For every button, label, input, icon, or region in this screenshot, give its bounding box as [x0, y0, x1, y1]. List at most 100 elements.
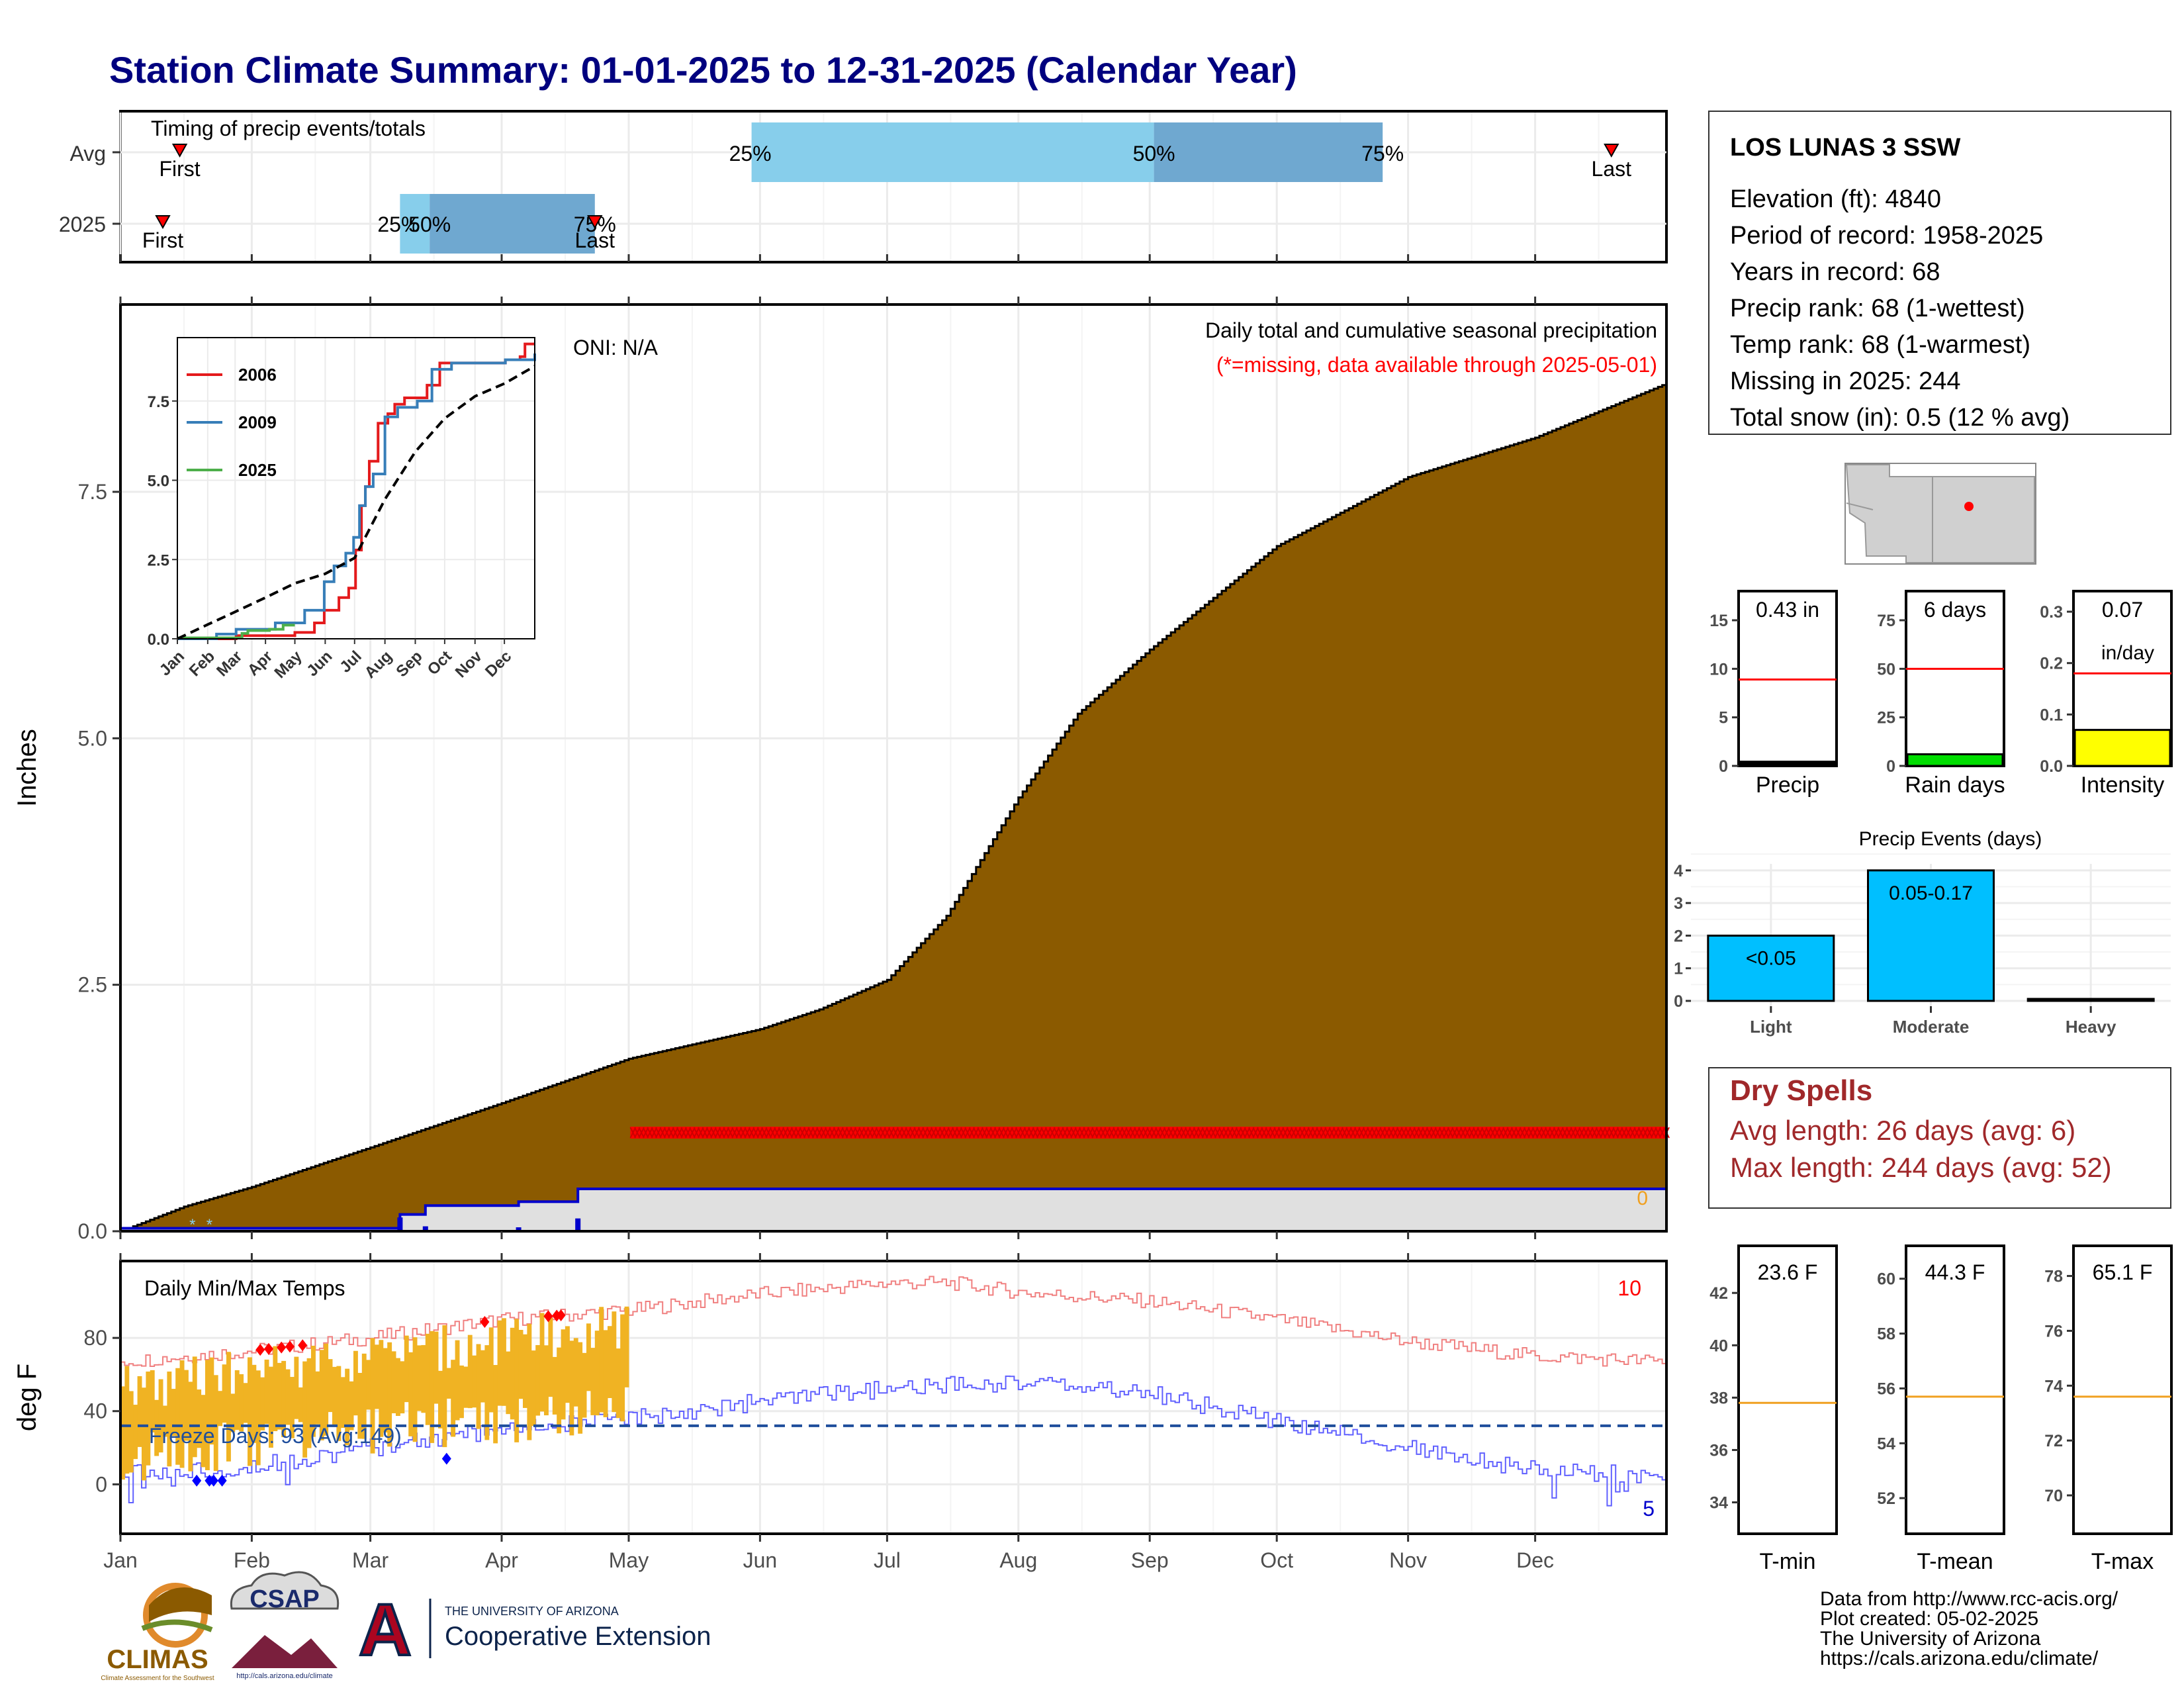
daily-temp-bar — [158, 1379, 163, 1453]
temp-boxes: 23.6 F 34 36 38 40 42 T-min 44.3 F 52 54 56 58 60 T-m… — [1709, 1244, 2173, 1574]
station-elevation: Elevation (ft): 4840 — [1730, 185, 1941, 213]
rain-days-y-tick-label: 50 — [1877, 660, 1895, 679]
precip-panel: * * 0.02.55.07.5 Inches ONI: N/A Daily to… — [13, 254, 1670, 1243]
tmean-box-y-tick-label: 58 — [1877, 1325, 1895, 1344]
events-y-tick-label: 3 — [1674, 894, 1683, 913]
timing-avg-last-marker — [1604, 144, 1619, 158]
daily-precip-bar — [397, 1217, 403, 1231]
daily-temp-bar — [620, 1314, 625, 1422]
daily-temp-bar — [548, 1318, 553, 1397]
daily-temp-bar — [179, 1360, 185, 1468]
tmean-box-y-tick-label: 54 — [1877, 1434, 1895, 1453]
daily-temp-bar — [430, 1331, 435, 1443]
timing-avg-first-label: First — [159, 157, 200, 181]
month-label-may: May — [609, 1548, 649, 1572]
record-high-marker — [277, 1341, 287, 1354]
daily-temp-bar — [184, 1370, 189, 1441]
daily-temp-bar — [421, 1344, 426, 1413]
page-title: Station Climate Summary: 01-01-2025 to 1… — [109, 49, 1297, 91]
daily-temp-bar — [294, 1356, 299, 1419]
rain-days-y-tick-label: 0 — [1886, 757, 1895, 776]
events-bar-moderate — [1867, 869, 1995, 1002]
inset-series-2009 — [177, 353, 536, 640]
inset-background — [177, 338, 535, 639]
station-location-marker — [1964, 502, 1974, 511]
daily-temp-bar — [171, 1389, 176, 1436]
daily-temp-bar — [163, 1405, 167, 1437]
precip-y-axis: 0.0 2.5 5.0 7.5 — [78, 254, 1537, 1243]
timing-panel: Timing of precip events/totals Avg 2025 … — [59, 110, 1668, 263]
csap-logo-cloud — [230, 1571, 340, 1610]
daily-precip-bar — [422, 1226, 428, 1231]
daily-temp-bar — [218, 1391, 223, 1427]
tmax-box-frame — [2072, 1244, 2173, 1535]
station-name: LOS LUNAS 3 SSW — [1730, 134, 1960, 162]
daily-temp-bar — [599, 1307, 604, 1413]
tmin-box-panel: 23.6 F 34 36 38 40 42 T-min — [1709, 1244, 1838, 1574]
climas-logo: CLIMAS Climate Assessment for the Southw… — [101, 1583, 214, 1682]
daily-temp-bar — [408, 1352, 414, 1436]
daily-temp-bar — [302, 1361, 308, 1458]
daily-temp-bar — [375, 1344, 379, 1409]
dry-spells-max: Max length: 244 days (avg: 52) — [1730, 1152, 2112, 1183]
tmean-box-y-tick-label: 60 — [1877, 1270, 1895, 1289]
tmin-box-y-tick-label: 38 — [1709, 1389, 1728, 1407]
daily-temp-bar — [573, 1338, 578, 1407]
daily-temp-bar — [146, 1371, 151, 1466]
daily-temp-bar — [264, 1359, 269, 1425]
tmax-box-y-tick-label: 72 — [2044, 1432, 2063, 1450]
timing-avg-q1-bar — [751, 122, 1154, 182]
intensity-y-tick-label: 0.2 — [2040, 655, 2063, 673]
events-y-tick-label: 4 — [1674, 862, 1683, 880]
daily-temp-bar — [594, 1331, 600, 1416]
csap-logo-text: CSAP — [250, 1585, 320, 1613]
daily-temp-bar — [260, 1377, 265, 1430]
dry-spells-title: Dry Spells — [1730, 1074, 1872, 1107]
temp-panel-frame — [119, 1260, 1668, 1535]
timing-avg-p25-label: 25% — [729, 142, 772, 165]
daily-temp-bar — [124, 1366, 130, 1474]
record-low-marker — [192, 1474, 202, 1487]
daily-temp-bar — [612, 1311, 617, 1413]
locator-map — [1844, 463, 2036, 565]
daily-temp-bar — [353, 1350, 358, 1416]
station-temp-rank: Temp rank: 68 (1-warmest) — [1730, 331, 2030, 359]
daily-temp-bar — [383, 1348, 388, 1433]
precip-plot: * * — [120, 383, 1670, 1234]
daily-temp-bar — [488, 1327, 494, 1413]
daily-temp-bar — [234, 1370, 240, 1430]
daily-temp-bar — [251, 1364, 257, 1443]
tmean-box-frame — [1905, 1244, 2005, 1535]
inset-legend-label-2006: 2006 — [238, 365, 277, 385]
events-bar-label-light: <0.05 — [1746, 947, 1796, 969]
events-category-moderate: Moderate — [1893, 1017, 1970, 1037]
temp-grid — [119, 1261, 1666, 1534]
inset-y-tick-label: 0.0 — [148, 631, 169, 649]
daily-temp-bar — [514, 1319, 520, 1442]
month-label-jul: Jul — [874, 1548, 901, 1572]
daily-temp-bar — [209, 1357, 214, 1445]
avg-cumulative-area — [120, 383, 1668, 1233]
daily-temp-bar — [281, 1360, 287, 1438]
daily-temp-bar — [332, 1366, 337, 1427]
precip-events-panel: Precip Events (days) 0 1 2 3 4 <0.05 Light 0.05… — [1674, 828, 2171, 1037]
daily-temp-bar — [502, 1318, 506, 1406]
precip-y-tick-label: 7.5 — [78, 480, 107, 504]
daily-temp-bar — [590, 1348, 596, 1415]
daily-temp-bar — [535, 1344, 541, 1416]
events-bar-light — [1707, 934, 1835, 1002]
timing-2025-first-marker — [155, 215, 171, 230]
normal-tmax-line — [120, 1276, 1667, 1368]
cum-2025-area — [120, 1188, 1666, 1231]
month-label-oct: Oct — [1260, 1548, 1293, 1572]
daily-temp-bar — [404, 1335, 409, 1403]
ua-logo: A THE UNIVERSITY OF ARIZONA Cooperative … — [357, 1588, 711, 1672]
daily-temp-bar — [506, 1351, 511, 1415]
rain-days-y-tick-label: 75 — [1877, 612, 1895, 630]
daily-temp-bar — [243, 1383, 248, 1423]
daily-temp-bar — [192, 1356, 197, 1458]
record-high-marker — [264, 1342, 273, 1355]
inset-y-tick-label: 2.5 — [148, 551, 169, 569]
rain-days-bar — [1906, 753, 2004, 767]
daily-temp-bar — [336, 1366, 341, 1441]
